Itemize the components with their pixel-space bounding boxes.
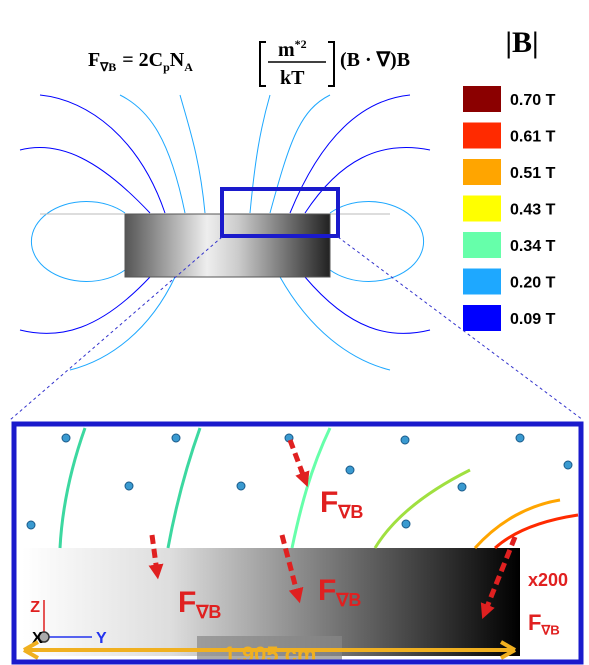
- force-main: F: [320, 486, 338, 519]
- force-main: F: [318, 574, 336, 607]
- force-sub: ∇B: [195, 602, 221, 622]
- denominator: kT: [280, 67, 305, 89]
- force-sub: ∇B: [540, 622, 559, 637]
- legend-swatch: [463, 86, 501, 112]
- field-contours: [60, 428, 578, 548]
- numerator: m*2: [278, 37, 307, 61]
- legend-swatch: [463, 159, 501, 185]
- legend-swatch: [463, 123, 501, 149]
- magnet: [125, 214, 330, 277]
- legend-swatch: [463, 305, 501, 331]
- formula: F∇B= 2CpNA: [88, 49, 193, 74]
- figure: F∇B= 2CpNA m*2 kT (B · ∇)B |B| 0.70 T 0.6…: [0, 0, 589, 665]
- legend-swatch: [463, 269, 501, 295]
- legend-label: 0.51 T: [510, 165, 556, 182]
- force-sub: ∇B: [337, 502, 363, 522]
- legend-label: 0.61 T: [510, 129, 556, 146]
- force-label: F∇B: [528, 610, 560, 637]
- legend-swatch: [463, 232, 501, 258]
- scale-label: x200: [528, 570, 568, 590]
- force-main: F: [178, 586, 196, 619]
- axis-y: Y: [96, 630, 107, 647]
- legend-swatch: [463, 196, 501, 222]
- legend: 0.70 T 0.61 T 0.51 T 0.43 T 0.34 T 0.20 T 0.09…: [463, 86, 556, 331]
- legend-label: 0.34 T: [510, 238, 556, 255]
- force-sub: ∇B: [335, 590, 361, 610]
- force-label: F∇B: [320, 486, 363, 522]
- legend-title: |B|: [505, 26, 538, 59]
- axis-z: Z: [30, 599, 40, 616]
- formula-rest: (B · ∇)B: [340, 49, 410, 71]
- legend-label: 0.70 T: [510, 92, 556, 109]
- force-main: F: [528, 610, 541, 635]
- legend-label: 0.09 T: [510, 311, 556, 328]
- legend-label: 0.20 T: [510, 275, 556, 292]
- legend-label: 0.43 T: [510, 202, 556, 219]
